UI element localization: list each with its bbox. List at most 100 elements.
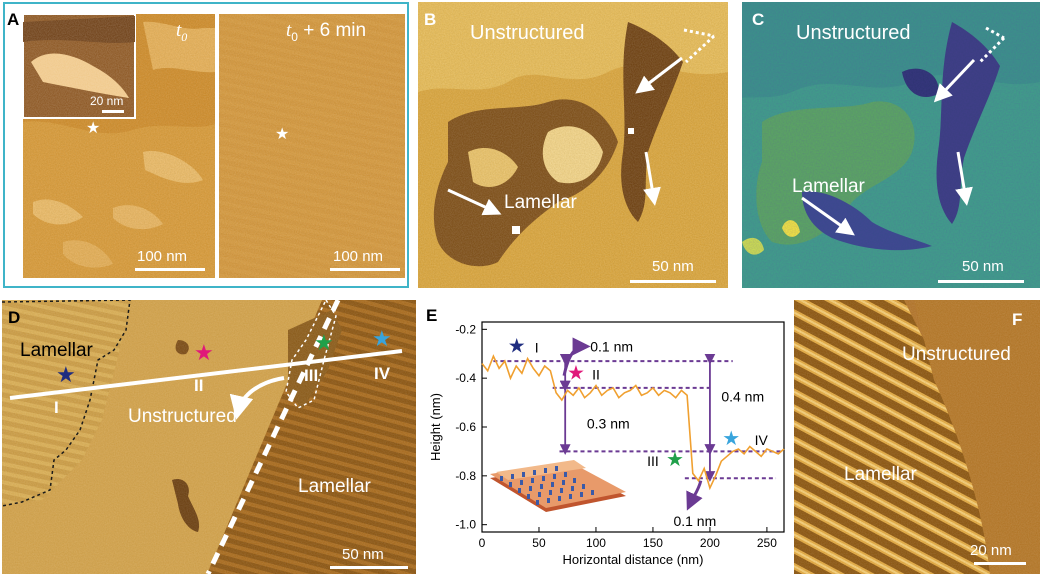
star-marker-right: ★ [275,126,290,143]
inset-scale-bar [102,110,124,113]
molecule-block [536,500,539,505]
panel-e: 0 50 100 150 200 250 -1.0 -0.8 -0.6 -0.4 -0.2 Horiz… [418,300,790,576]
star-marker-II: ★ [567,362,585,384]
molecule-block [553,474,556,479]
molecule-block [549,490,552,495]
x-tick-label: 50 [532,536,546,550]
molecule-block [582,484,585,489]
molecule-block [562,480,565,485]
stm-image-t0-6min [219,14,405,278]
panel-f-scale-bar [974,562,1026,565]
height-profile-chart: 0 50 100 150 200 250 -1.0 -0.8 -0.6 -0.4 -0.2 Horiz… [428,321,785,567]
panel-c-image [742,2,1040,288]
molecule-block [509,482,512,487]
x-tick-label: 250 [757,536,777,550]
panel-b-label: B [424,10,437,29]
x-tick-label: 100 [586,536,606,550]
panel-f: F Unstructured Lamellar 20 nm [794,300,1040,574]
molecule-block [540,484,543,489]
scale-bar-left [135,268,205,271]
panel-f-label: F [1012,310,1023,329]
molecule-block [564,472,567,477]
step-height-label: 0.1 nm [673,513,716,529]
curved-arrow [562,337,591,377]
panel-d-label: D [8,308,21,327]
y-tick-label: -0.8 [455,469,476,483]
star-marker-IV: ★ [722,428,740,450]
panel-d-lamellar-right: Lamellar [298,476,371,497]
panel-c: C Unstructured Lamellar 50 nm [742,2,1040,288]
time-label-t0: t0 [176,20,188,44]
y-tick-label: -1.0 [455,518,476,532]
y-tick-label: -0.6 [455,420,476,434]
x-tick-label: 0 [479,536,486,550]
step-height-label: 0.3 nm [587,415,630,431]
molecule-block [529,486,532,491]
scale-label-left: 100 nm [137,248,188,265]
height-profile-line [481,354,785,491]
molecule-block [569,494,572,499]
panel-b-lamellar-label: Lamellar [504,192,577,213]
panel-d-image [2,300,416,574]
x-axis-label: Horizontal distance (nm) [563,552,704,567]
molecule-block [500,476,503,481]
molecule-block [551,482,554,487]
scale-label-right: 100 nm [333,248,384,265]
panel-b-scale-bar [630,280,716,283]
panel-d-scale-label: 50 nm [342,546,384,563]
molecule-block [555,466,558,471]
scale-bar-right [330,268,400,271]
x-tick-label: 150 [643,536,663,550]
molecule-block [511,474,514,479]
molecule-block [520,480,523,485]
marker-label-I: I [54,398,59,417]
molecule-block [571,486,574,491]
top-sheet [496,460,586,480]
panel-a-label: A [7,10,20,29]
marker-label-III: III [304,366,319,385]
molecule-block [542,476,545,481]
panel-d-scale-bar [330,566,408,569]
molecule-block [573,478,576,483]
panel-b-scale-label: 50 nm [652,258,694,275]
star-marker-III: ★ [314,330,334,355]
star-marker-II: ★ [194,340,214,365]
panel-e-label: E [426,306,438,325]
profile-marker-label: II [592,366,600,382]
panel-a-frame [3,2,409,288]
molecule-block [560,488,563,493]
profile-marker-label: IV [755,432,769,448]
star-marker-left: ★ [86,120,101,137]
molecule-block [547,498,550,503]
panel-c-scale-label: 50 nm [962,258,1004,275]
panel-c-scale-bar [938,280,1024,283]
star-marker-I: ★ [508,335,526,357]
molecule-block [522,472,525,477]
marker-label-IV: IV [374,364,391,383]
y-tick-label: -0.2 [455,322,476,336]
star-marker-III: ★ [666,449,684,471]
molecule-block [558,496,561,501]
step-height-label: 0.4 nm [721,388,764,404]
molecule-block [527,494,530,499]
profile-marker-label: III [647,453,659,469]
panel-c-label: C [752,10,765,29]
panel-d: D Lamellar Unstructured Lamellar ★ I ★ I… [2,300,416,574]
panel-f-unstructured: Unstructured [902,344,1011,365]
marker-label-II: II [194,376,204,395]
panel-c-unstructured-label: Unstructured [796,22,911,44]
panel-c-lamellar-label: Lamellar [792,176,865,197]
curved-arrow [686,480,703,511]
molecule-block [591,490,594,495]
molecule-block [531,478,534,483]
profile-marker-label: I [535,339,539,355]
panel-f-scale-label: 20 nm [970,542,1012,559]
panel-b-unstructured-label: Unstructured [470,22,585,44]
molecule-block [544,468,547,473]
panel-f-image [794,300,1040,574]
panel-d-lamellar-left: Lamellar [20,340,93,361]
star-marker-IV: ★ [372,326,392,351]
panel-a: A t0 t0 + 6 min 20 nm ★ ★ 100 nm 100 nm [3,2,409,288]
inset-scale-label: 20 nm [90,94,124,108]
panel-f-lamellar: Lamellar [844,464,917,485]
